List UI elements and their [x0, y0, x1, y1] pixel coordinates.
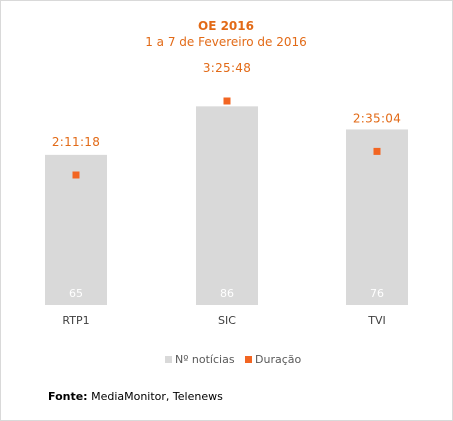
plot-area: 65 RTP1 2:11:18 86 SIC 3:25:48 76 TVI 2:35:04	[45, 61, 408, 327]
bar-sic	[196, 106, 258, 305]
legend: Nº notícias Duração	[165, 353, 301, 366]
source-text: MediaMonitor, Telenews	[87, 390, 223, 403]
category-label: TVI	[367, 314, 386, 327]
duration-point	[72, 171, 80, 179]
duration-point	[223, 97, 231, 105]
category-label: SIC	[218, 314, 236, 327]
bar-value-label: 65	[69, 287, 83, 300]
legend-swatch-duracao	[245, 356, 252, 363]
duration-point	[373, 147, 381, 155]
bar-rtp1	[45, 154, 107, 305]
chart-title: OE 2016	[198, 19, 254, 33]
legend-label-noticias: Nº notícias	[175, 353, 235, 366]
chart-subtitle: 1 a 7 de Fevereiro de 2016	[145, 35, 307, 49]
bar-value-label: 76	[370, 287, 384, 300]
duration-label: 2:11:18	[52, 135, 100, 149]
legend-label-duracao: Duração	[255, 353, 301, 366]
bar-tvi	[346, 129, 408, 305]
bar-value-label: 86	[220, 287, 234, 300]
duration-label: 3:25:48	[203, 61, 251, 75]
category-label: RTP1	[62, 314, 89, 327]
source-note: Fonte: MediaMonitor, Telenews	[48, 390, 223, 403]
source-label: Fonte:	[48, 390, 88, 403]
duration-label: 2:35:04	[353, 111, 401, 125]
legend-swatch-noticias	[165, 356, 172, 363]
